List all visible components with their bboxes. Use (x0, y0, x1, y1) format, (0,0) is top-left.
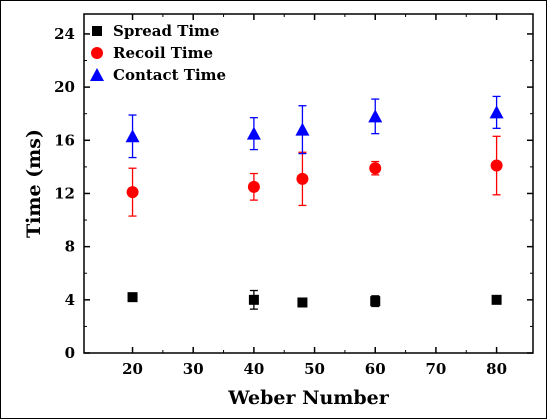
y-tick-label: 24 (54, 25, 75, 43)
data-marks (125, 95, 504, 310)
data-point (369, 162, 382, 175)
legend-label: Recoil Time (113, 44, 213, 62)
y-tick-label: 8 (65, 238, 75, 256)
y-tick-label: 4 (65, 291, 75, 309)
series-triangle (125, 95, 504, 159)
y-axis-title: Time (ms) (23, 129, 45, 238)
legend-label: Contact Time (113, 66, 226, 84)
legend-marker (90, 68, 104, 81)
y-tick-label: 16 (54, 131, 75, 149)
x-axis-title: Weber Number (227, 387, 390, 409)
axis-ticks: 20 30 40 50 60 70 80 0 4 8 12 16 20 24 (54, 14, 533, 378)
data-point (489, 105, 504, 119)
data-point (297, 297, 308, 308)
series-circle (126, 135, 503, 217)
data-point (490, 159, 503, 172)
x-tick-label: 70 (425, 360, 446, 378)
y-tick-label: 0 (65, 344, 75, 362)
y-tick-label: 20 (54, 78, 75, 96)
series-square (127, 289, 502, 310)
x-tick-label: 20 (122, 360, 143, 378)
y-tick-label: 12 (54, 184, 75, 202)
x-tick-label: 50 (304, 360, 325, 378)
data-point (126, 186, 139, 199)
x-tick-label: 80 (486, 360, 507, 378)
data-point (247, 180, 260, 193)
legend-marker (91, 47, 103, 59)
data-point (248, 294, 259, 305)
data-point (125, 129, 140, 143)
x-tick-label: 60 (365, 360, 386, 378)
plot-frame (83, 13, 534, 354)
data-point (370, 296, 381, 307)
data-point (246, 126, 261, 140)
data-point (296, 172, 309, 185)
legend-marker (92, 26, 102, 36)
data-point (491, 294, 502, 305)
legend-label: Spread Time (113, 22, 219, 40)
x-tick-label: 30 (183, 360, 204, 378)
x-tick-label: 40 (243, 360, 264, 378)
data-point (127, 292, 138, 303)
legend: Spread Time Recoil Time Contact Time (90, 22, 226, 84)
data-point (368, 109, 383, 123)
data-point (295, 122, 310, 136)
